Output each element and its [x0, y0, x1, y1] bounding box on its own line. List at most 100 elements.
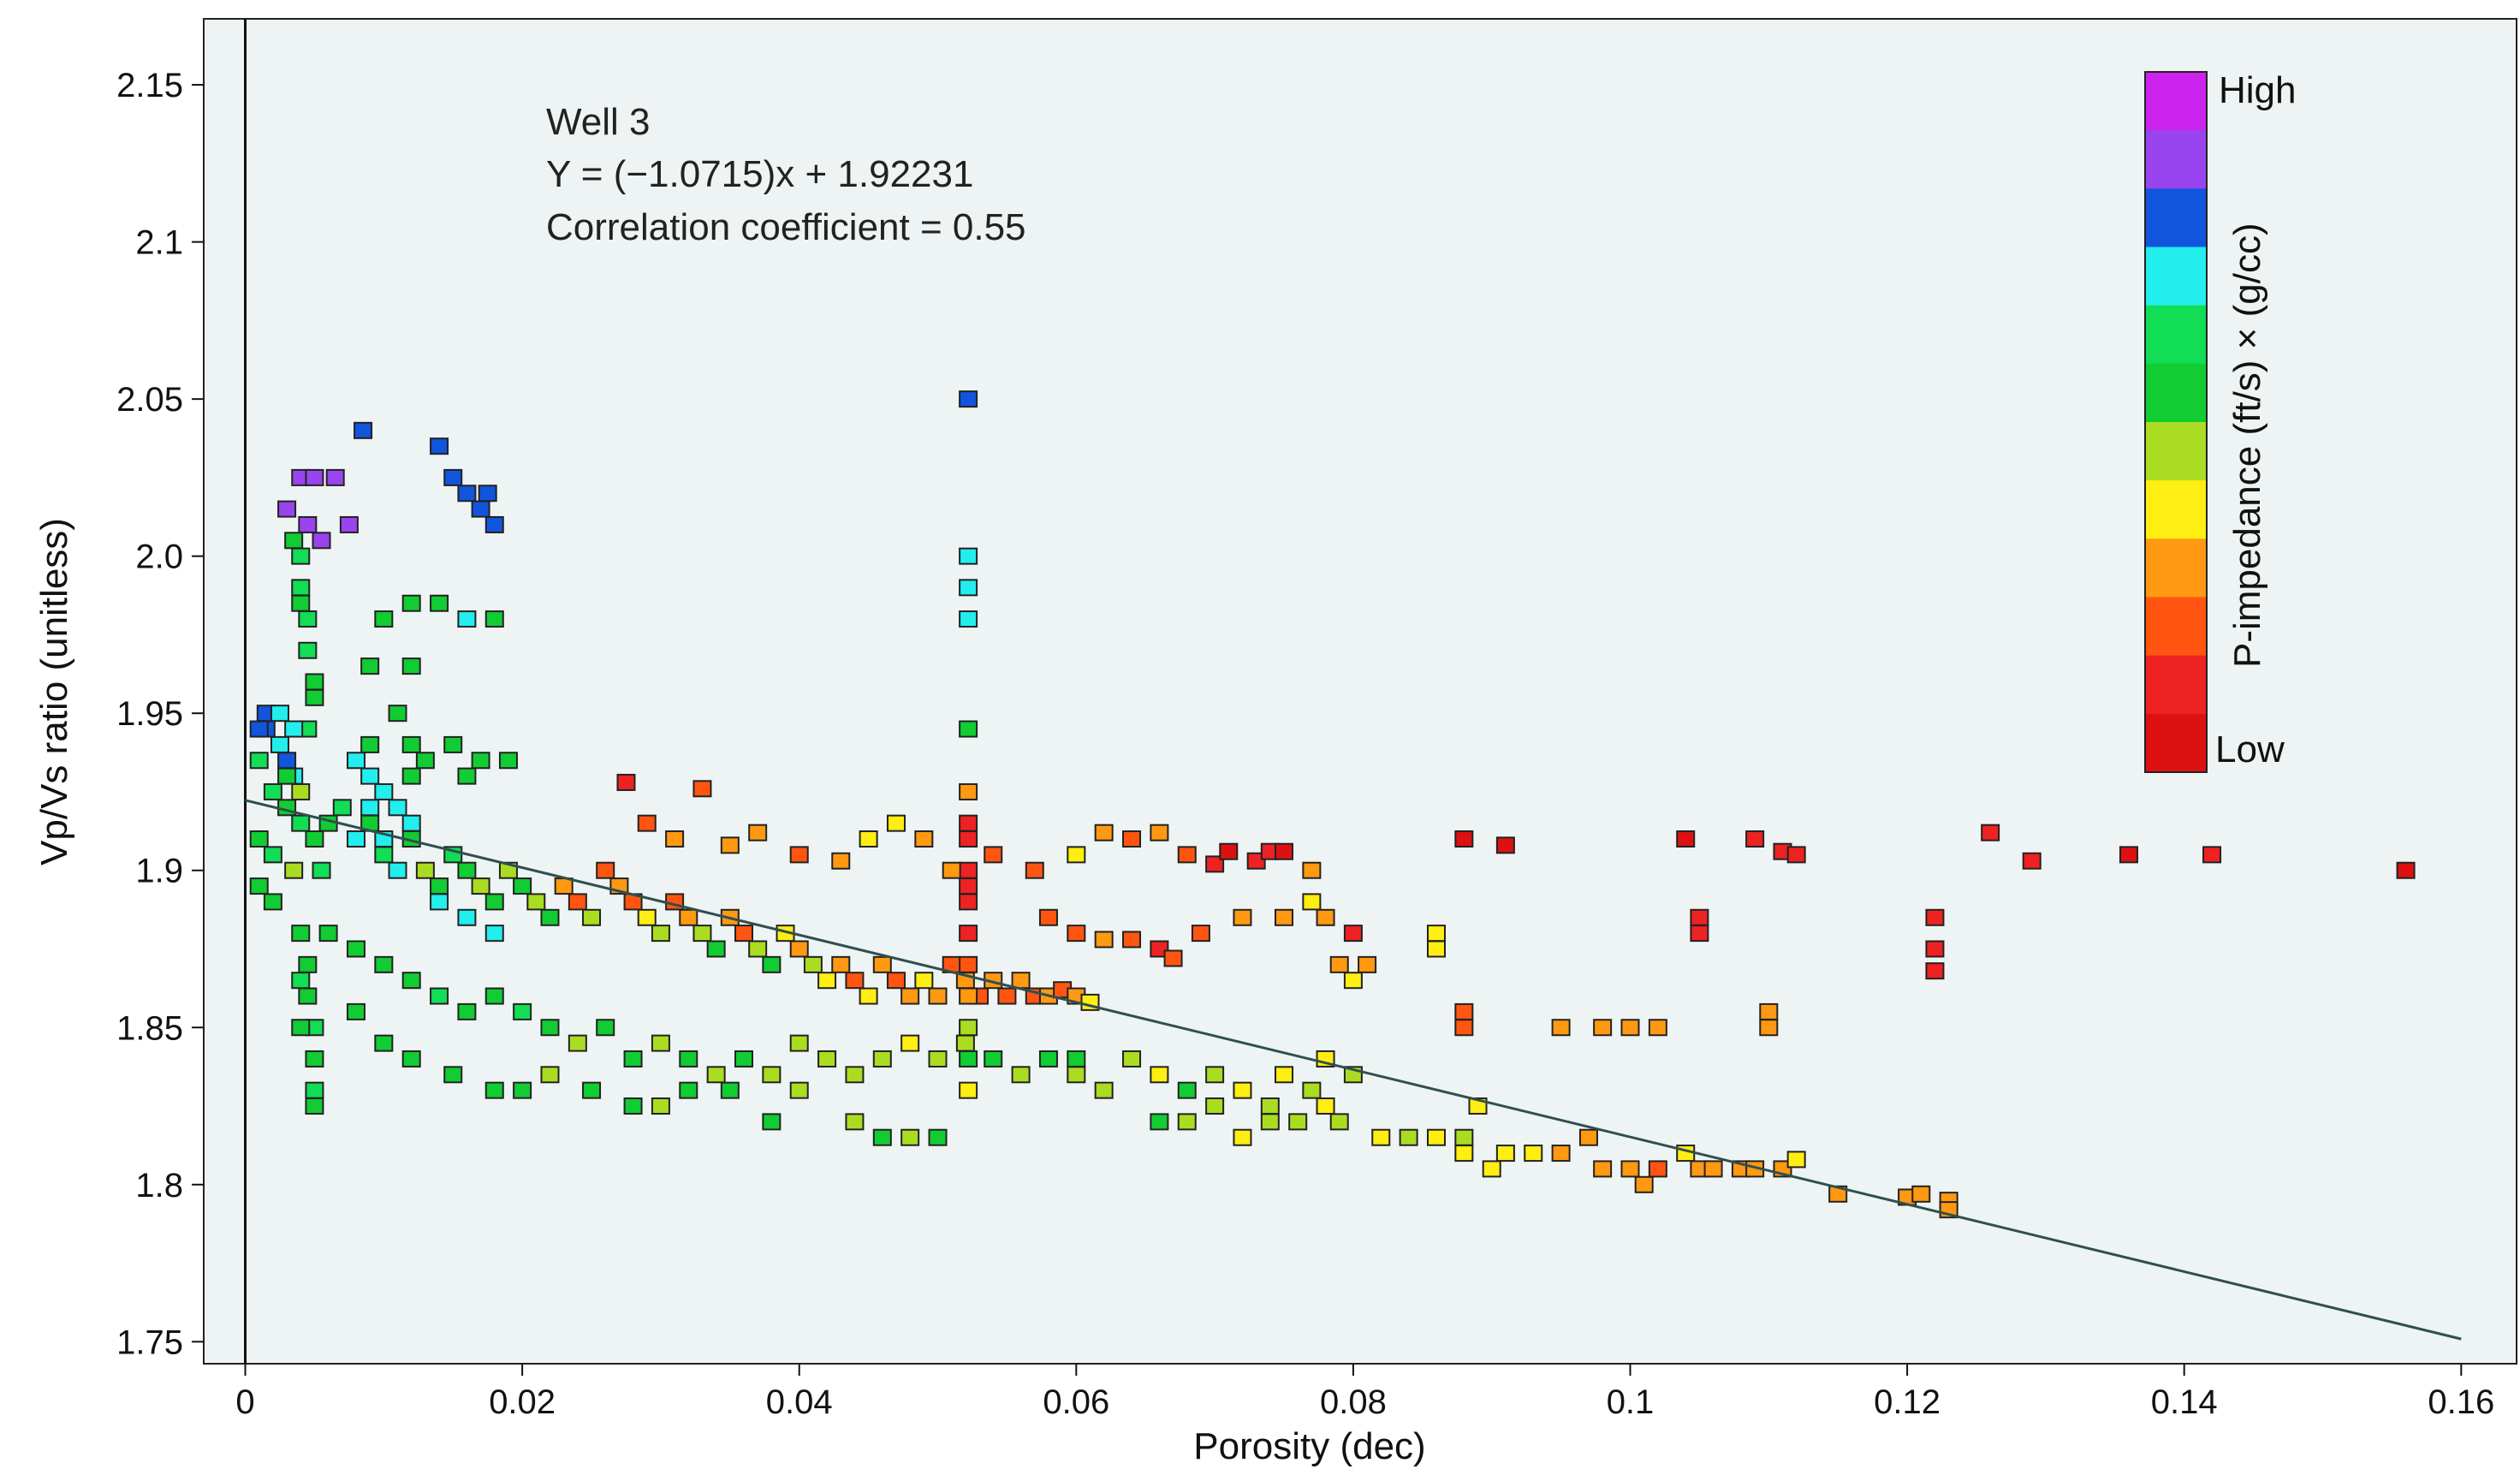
data-point [997, 987, 1017, 1005]
data-point [928, 1050, 948, 1068]
data-point [568, 893, 587, 911]
data-point [284, 861, 304, 879]
colorbar-segment [2145, 305, 2207, 365]
data-point [1426, 1128, 1446, 1146]
data-point [540, 1019, 560, 1037]
data-point [692, 925, 712, 943]
data-point [2022, 852, 2042, 870]
data-point [457, 861, 477, 879]
data-points [249, 390, 2416, 1219]
colorbar-high-label: High [2219, 69, 2297, 111]
data-point [1690, 925, 1709, 943]
data-point [596, 861, 615, 879]
data-point [484, 925, 504, 943]
annotation-well: Well 3 [546, 101, 650, 143]
data-point [959, 1081, 978, 1099]
data-point [1150, 1066, 1169, 1084]
x-axis-title: Porosity (dec) [1193, 1425, 1425, 1467]
data-point [305, 1097, 324, 1115]
data-point [789, 846, 809, 864]
data-point [692, 780, 712, 798]
data-point [1759, 1002, 1779, 1020]
data-point [1454, 1002, 1474, 1020]
data-point [430, 893, 449, 911]
colorbar-segment [2145, 363, 2207, 423]
data-point [1759, 1019, 1779, 1037]
data-point [1703, 1160, 1723, 1178]
data-point [900, 1128, 920, 1146]
data-point [1067, 1050, 1086, 1068]
data-point [1177, 1113, 1197, 1131]
data-point [637, 908, 657, 926]
data-point [270, 735, 289, 753]
data-point [1551, 1145, 1571, 1163]
data-point [596, 1019, 615, 1037]
x-axis: 0 0.02 0.04 0.06 0.08 0.1 0.12 0.14 0.16 [235, 1364, 2494, 1421]
data-point [1786, 846, 1806, 864]
data-point [942, 861, 961, 879]
data-point [415, 861, 435, 879]
data-point [1122, 830, 1142, 848]
colorbar-segment [2145, 538, 2207, 598]
data-point [789, 940, 809, 958]
colorbar-segment [2145, 480, 2207, 539]
data-point [1275, 842, 1294, 860]
data-point [789, 1034, 809, 1052]
data-point [706, 1066, 726, 1084]
data-point [388, 799, 407, 817]
y-tick-label: 2.0 [135, 538, 183, 576]
data-point [249, 752, 269, 770]
data-point [1399, 1128, 1418, 1146]
data-point [291, 972, 311, 990]
x-tick-label: 0.08 [1320, 1383, 1387, 1421]
data-point [540, 908, 560, 926]
data-point [1745, 830, 1765, 848]
data-point [401, 657, 421, 675]
y-axis-title: Vp/Vs ratio (unitless) [33, 518, 75, 865]
data-point [651, 1097, 670, 1115]
data-point [554, 877, 574, 895]
data-point [1302, 1081, 1322, 1099]
data-point [249, 720, 269, 738]
data-point [886, 972, 906, 990]
data-point [430, 987, 449, 1005]
y-tick-label: 2.05 [116, 381, 183, 419]
data-point [457, 485, 477, 503]
data-point [526, 893, 546, 911]
x-tick-label: 0.1 [1607, 1383, 1655, 1421]
data-point [1260, 1097, 1280, 1115]
y-tick-label: 1.8 [135, 1167, 183, 1204]
data-point [305, 830, 324, 848]
data-point [1329, 1113, 1349, 1131]
data-point [928, 1128, 948, 1146]
data-point [817, 972, 837, 990]
data-point [1454, 830, 1474, 848]
data-point [374, 846, 394, 864]
x-tick-label: 0.16 [2428, 1383, 2494, 1421]
data-point [346, 830, 366, 848]
data-point [872, 1128, 892, 1146]
data-point [388, 861, 407, 879]
data-point [1593, 1160, 1613, 1178]
data-point [1205, 1066, 1225, 1084]
data-point [1343, 925, 1363, 943]
data-point [401, 972, 421, 990]
colorbar-title: P-impedance (ft/s) × (g/cc) [2226, 223, 2268, 668]
data-point [298, 955, 318, 973]
data-point [277, 752, 297, 770]
data-point [845, 972, 865, 990]
data-point [1316, 1097, 1335, 1115]
data-point [277, 500, 297, 518]
data-point [1122, 931, 1142, 949]
data-point [959, 579, 978, 597]
data-point [1454, 1019, 1474, 1037]
data-point [1163, 949, 1183, 967]
data-point [1219, 842, 1239, 860]
annotation-equation: Y = (−1.0715)x + 1.92231 [546, 153, 973, 195]
data-point [471, 500, 490, 518]
data-point [679, 1081, 698, 1099]
data-point [430, 594, 449, 612]
data-point [1094, 931, 1114, 949]
data-point [651, 1034, 670, 1052]
data-point [540, 1066, 560, 1084]
